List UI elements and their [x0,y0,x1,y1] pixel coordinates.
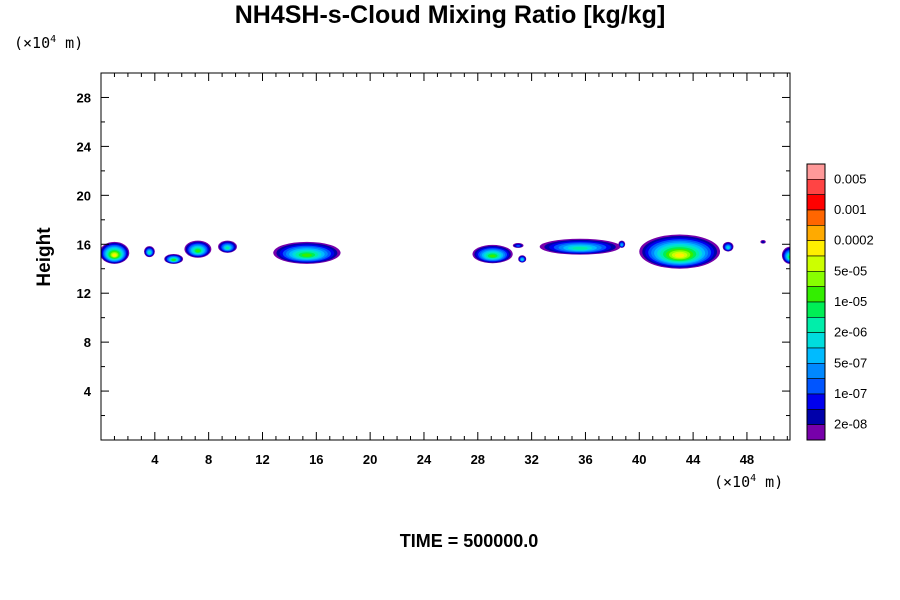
colorbar-label: 1e-05 [834,294,867,309]
cloud-contour [572,246,588,250]
plot-frame [100,72,791,441]
colorbar-label: 5e-07 [834,355,867,370]
colorbar-label: 2e-06 [834,325,867,340]
colorbar-swatch [806,332,826,349]
colorbar-swatch [806,317,826,333]
colorbar-swatch [806,301,826,318]
x-tick-label: 48 [740,452,754,467]
colorbar: 0.005 0.001 0.0002 5e-05 1e-05 2e-06 5e-07 1e-0… [806,163,874,441]
y-tick-label: 4 [84,384,92,399]
cloud-contour [674,253,685,258]
colorbar-swatch [806,179,826,195]
x-tick-label: 32 [524,452,538,467]
x-tick-label: 28 [471,452,485,467]
y-tick-label: 20 [77,188,91,203]
cloud-patch [760,239,766,244]
y-tick-label: 12 [77,286,91,301]
colorbar-label: 5e-05 [834,263,867,278]
cloud-patch [184,240,212,258]
y-axis: 4 8 12 16 20 24 28 [77,90,790,417]
cloud-patch [722,241,734,252]
cloud-patch [639,234,721,269]
colorbar-swatch [806,393,826,410]
y-tick-label: 24 [77,139,92,154]
cloud-patch [518,255,527,263]
cloud-patch [618,240,626,248]
cloud-contour [301,253,312,257]
x-unit-exponent: 4 [750,473,757,484]
colorbar-label: 0.005 [834,171,867,186]
y-axis-unit: (×104 m) [14,34,83,52]
cloud-contour [172,259,176,261]
x-tick-label: 8 [205,452,212,467]
colorbar-swatch [806,363,826,379]
y-unit-prefix: (×10 [14,34,51,52]
cloud-contour [195,249,200,253]
colorbar-swatch [806,209,826,226]
x-axis: 4 8 12 16 20 24 28 32 36 40 44 48 [113,73,788,467]
x-tick-label: 36 [578,452,592,467]
colorbar-swatch [806,409,826,425]
cloud-patch [781,246,790,264]
colorbar-swatch [806,194,826,211]
x-tick-label: 4 [151,452,159,467]
cloud-contour [112,253,117,257]
y-tick-label: 16 [77,237,91,252]
cloud-patch [164,254,184,264]
x-tick-label: 20 [363,452,377,467]
cloud-contour [521,258,524,261]
cloud-contour [516,245,521,247]
x-tick-label: 44 [686,452,701,467]
colorbar-swatch [806,255,826,272]
x-tick-label: 16 [309,452,323,467]
colorbar-label: 0.0002 [834,233,874,248]
y-unit-suffix: m) [56,34,84,52]
colorbar-swatch [806,424,826,441]
x-tick-label: 24 [417,452,432,467]
cloud-contour [761,240,765,244]
colorbar-label: 2e-08 [834,417,867,432]
y-unit-exponent: 4 [50,34,57,45]
cloud-patch [218,240,237,253]
time-label: TIME = 500000.0 [399,531,539,551]
cloud-contour [620,244,623,246]
cloud-field [101,234,790,269]
y-tick-label: 28 [77,90,91,105]
cloud-patch [539,238,621,255]
colorbar-label: 0.001 [834,202,867,217]
x-tick-label: 40 [632,452,646,467]
colorbar-label: 1e-07 [834,386,867,401]
colorbar-swatch [806,271,826,287]
cloud-contour [489,254,496,258]
cloud-patch [273,241,341,264]
colorbar-frame [806,163,826,441]
colorbar-swatch [806,286,826,303]
x-tick-label: 12 [255,452,269,467]
colorbar-swatch [806,225,826,241]
chart-title: NH4SH-s-Cloud Mixing Ratio [kg/kg] [234,1,666,29]
y-tick-label: 8 [84,335,91,350]
cloud-contour [225,246,230,250]
cloud-patch [101,241,130,264]
x-unit-prefix: (×10 [714,473,751,491]
cloud-contour [726,246,730,249]
cloud-patch [512,243,524,248]
x-axis-unit: (×104 m) [714,473,783,491]
colorbar-swatch [806,347,826,364]
cloud-patch [472,244,513,264]
colorbar-swatch [806,163,826,180]
y-axis-label: Height [34,227,55,287]
colorbar-swatch [806,378,826,395]
x-unit-suffix: m) [756,473,784,491]
cloud-contour [148,251,151,254]
cloud-patch [144,246,155,258]
colorbar-swatch [806,240,826,257]
